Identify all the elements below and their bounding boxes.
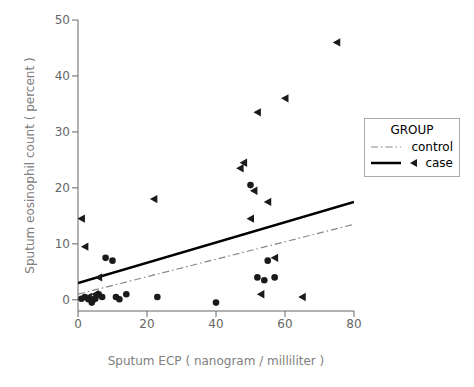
svg-text:20: 20 — [55, 181, 70, 195]
svg-text:50: 50 — [55, 13, 70, 27]
svg-text:Sputum ECP ( nanogram / millil: Sputum ECP ( nanogram / milliliter ) — [108, 354, 325, 368]
html-text:control: control — [411, 140, 453, 154]
svg-text:0: 0 — [74, 317, 82, 331]
html-text:GROUP: GROUP — [390, 123, 434, 137]
svg-text:40: 40 — [55, 69, 70, 83]
svg-text:30: 30 — [55, 125, 70, 139]
svg-text:Sputum eosinophil count ( perc: Sputum eosinophil count ( percent ) — [23, 57, 37, 273]
svg-text:10: 10 — [55, 237, 70, 251]
svg-text:20: 20 — [139, 317, 154, 331]
svg-text:60: 60 — [277, 317, 292, 331]
svg-text:0: 0 — [62, 293, 70, 307]
svg-text:40: 40 — [208, 317, 223, 331]
html-text:case: case — [425, 156, 453, 170]
svg-text:80: 80 — [346, 317, 361, 331]
